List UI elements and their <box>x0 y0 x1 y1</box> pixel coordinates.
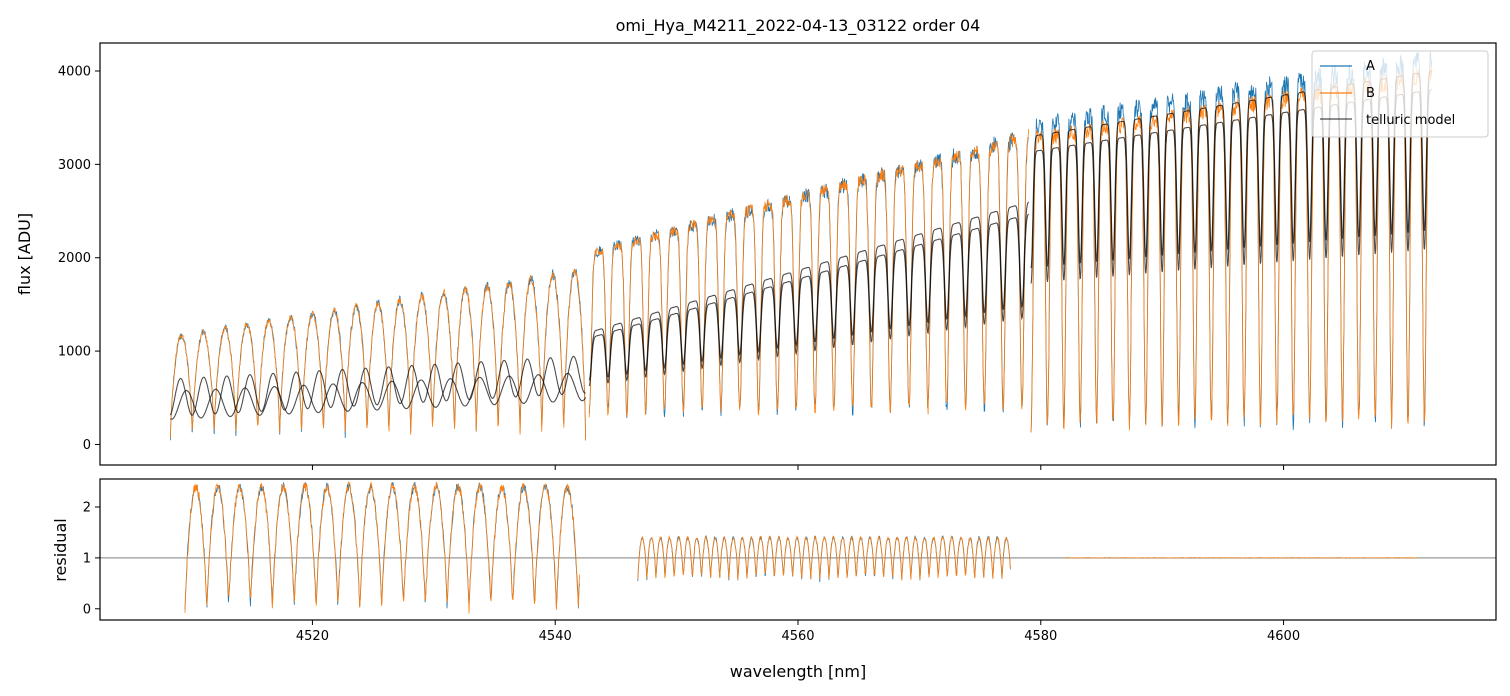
series-b-line <box>170 268 586 441</box>
y-tick-label: 4000 <box>58 65 91 80</box>
legend-label-telluric: telluric model <box>1366 113 1455 128</box>
bottom-x-ticks: 4520 4540 4560 4580 4600 <box>296 620 1300 644</box>
x-tick-label: 4540 <box>539 629 572 644</box>
bottom-panel: 4520 4540 4560 4580 4600 0 1 2 residual wavele… <box>51 478 1497 681</box>
y-tick-label: 1000 <box>58 345 91 360</box>
top-panel: 0 1000 2000 3000 4000 flux [ADU] A B telluri… <box>15 42 1497 470</box>
legend: A B telluric model <box>1311 50 1489 138</box>
residual-b-line <box>637 535 1011 581</box>
chart-title: omi_Hya_M4211_2022-04-13_03122 order 04 <box>616 16 981 36</box>
telluric-model-line <box>588 213 1030 387</box>
y-tick-label: 2000 <box>58 251 91 266</box>
top-y-ticks: 0 1000 2000 3000 4000 <box>58 65 100 453</box>
telluric-model-line <box>170 372 587 420</box>
x-axis-label: wavelength [nm] <box>730 662 867 681</box>
x-tick-label: 4520 <box>296 629 329 644</box>
residual-b-line <box>184 481 580 614</box>
top-series-group <box>169 51 1433 441</box>
y-tick-label: 1 <box>83 551 91 566</box>
bottom-y-ticks: 0 1 2 <box>83 500 100 617</box>
bottom-y-axis-label: residual <box>51 518 70 581</box>
x-tick-label: 4560 <box>781 629 814 644</box>
x-tick-label: 4580 <box>1024 629 1057 644</box>
x-tick-label: 4600 <box>1267 629 1300 644</box>
y-tick-label: 2 <box>83 500 91 515</box>
top-x-ticks <box>311 465 1285 470</box>
y-tick-label: 0 <box>83 602 91 617</box>
telluric-model-line <box>169 355 586 416</box>
bottom-series-group <box>100 481 1496 614</box>
top-y-axis-label: flux [ADU] <box>15 213 34 295</box>
legend-frame <box>1311 50 1489 138</box>
y-tick-label: 0 <box>83 438 91 453</box>
top-axes-frame <box>99 42 1497 466</box>
legend-label-b: B <box>1366 86 1375 101</box>
legend-label-a: A <box>1366 59 1375 74</box>
y-tick-label: 3000 <box>58 158 91 173</box>
